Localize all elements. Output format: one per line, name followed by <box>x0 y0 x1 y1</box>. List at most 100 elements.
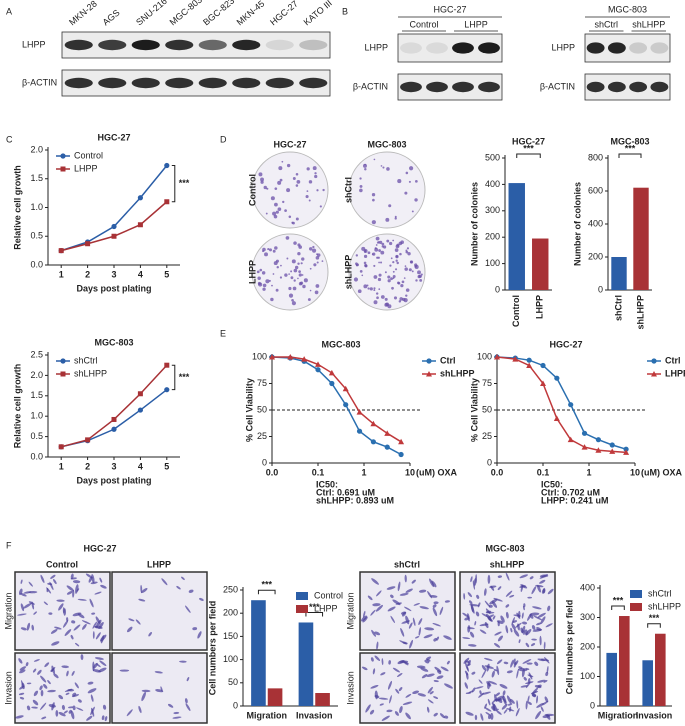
cell <box>402 701 413 705</box>
blot-band <box>426 42 448 54</box>
cell <box>160 686 163 692</box>
y-axis-label: % Cell Viability <box>244 378 254 442</box>
cell <box>469 631 475 638</box>
cell <box>497 586 502 591</box>
cell <box>141 691 146 702</box>
colony <box>312 245 315 249</box>
cell <box>537 612 546 618</box>
cell <box>167 703 174 708</box>
note: IC50: <box>316 479 338 489</box>
cell <box>539 574 549 578</box>
cell <box>444 600 450 603</box>
cell <box>394 711 399 716</box>
x-tick-label: shLHPP <box>635 295 645 330</box>
cell <box>179 660 187 663</box>
bar <box>298 622 314 706</box>
colony <box>319 205 322 208</box>
colony <box>392 270 395 273</box>
colony <box>384 297 388 301</box>
cell <box>467 627 475 630</box>
cell <box>547 588 554 595</box>
data-point <box>137 195 143 201</box>
cell <box>141 588 148 593</box>
blot-band <box>586 42 605 54</box>
colony <box>281 160 284 163</box>
colony <box>392 275 396 278</box>
colony <box>309 247 313 251</box>
colony <box>363 284 368 289</box>
cell <box>465 711 474 716</box>
row-label: Migration <box>3 592 13 629</box>
colony <box>364 263 368 268</box>
cell <box>429 691 434 695</box>
cell <box>433 680 439 683</box>
cell <box>65 692 70 696</box>
colony <box>258 172 263 177</box>
cell <box>141 689 151 693</box>
cell <box>474 686 484 689</box>
cell <box>486 611 495 614</box>
colony <box>361 246 366 251</box>
cell <box>66 670 69 677</box>
colony <box>405 171 409 175</box>
cell <box>499 684 508 689</box>
cell <box>531 625 536 630</box>
y-tick-label: 400 <box>580 582 595 592</box>
colony <box>399 252 402 256</box>
cell <box>416 665 426 669</box>
cell <box>18 692 25 696</box>
cell <box>40 675 47 683</box>
colony <box>378 273 382 277</box>
data-point <box>356 409 363 415</box>
cell <box>87 688 97 694</box>
chart-title: HGC-27 <box>549 339 582 349</box>
y-tick-label: 50 <box>228 677 238 687</box>
cell <box>92 621 98 629</box>
cell <box>387 680 393 690</box>
colony <box>355 262 358 266</box>
cell <box>50 574 56 579</box>
data-point <box>329 380 335 387</box>
data-point <box>315 367 321 373</box>
colony <box>288 273 290 275</box>
cell <box>37 669 42 675</box>
y-tick-label: 600 <box>588 185 603 195</box>
cell <box>531 586 537 595</box>
cell <box>525 642 530 648</box>
cell <box>374 695 380 699</box>
legend-marker <box>651 358 657 364</box>
cell <box>400 627 405 637</box>
y-tick-label: 25 <box>257 431 267 441</box>
cell <box>527 701 532 705</box>
bar <box>251 600 266 706</box>
colony <box>373 287 376 290</box>
cell <box>446 660 450 665</box>
legend-marker <box>426 358 432 364</box>
cell <box>376 641 379 650</box>
cell <box>405 693 412 698</box>
blot-band <box>650 42 669 54</box>
data-point <box>137 407 143 413</box>
colony <box>314 172 317 175</box>
column-label: HGC-27 <box>273 139 306 149</box>
cell <box>465 662 469 670</box>
cell <box>19 669 26 674</box>
colony <box>274 187 278 191</box>
cell <box>94 591 102 595</box>
note: Ctrl: 0.702 uM <box>541 487 600 497</box>
cell <box>436 636 439 641</box>
colony <box>314 290 319 295</box>
cell <box>488 604 493 608</box>
colony <box>291 221 294 224</box>
colony <box>373 300 378 305</box>
legend-marker <box>60 166 66 172</box>
significance-bracket <box>618 153 642 158</box>
colony <box>292 286 297 291</box>
x-tick-label: 0.0 <box>491 467 504 477</box>
colony <box>357 289 362 294</box>
row-label: Invasion <box>345 671 355 705</box>
colony <box>359 177 362 180</box>
cell <box>505 625 509 634</box>
x-tick-label: 10 <box>405 467 415 477</box>
